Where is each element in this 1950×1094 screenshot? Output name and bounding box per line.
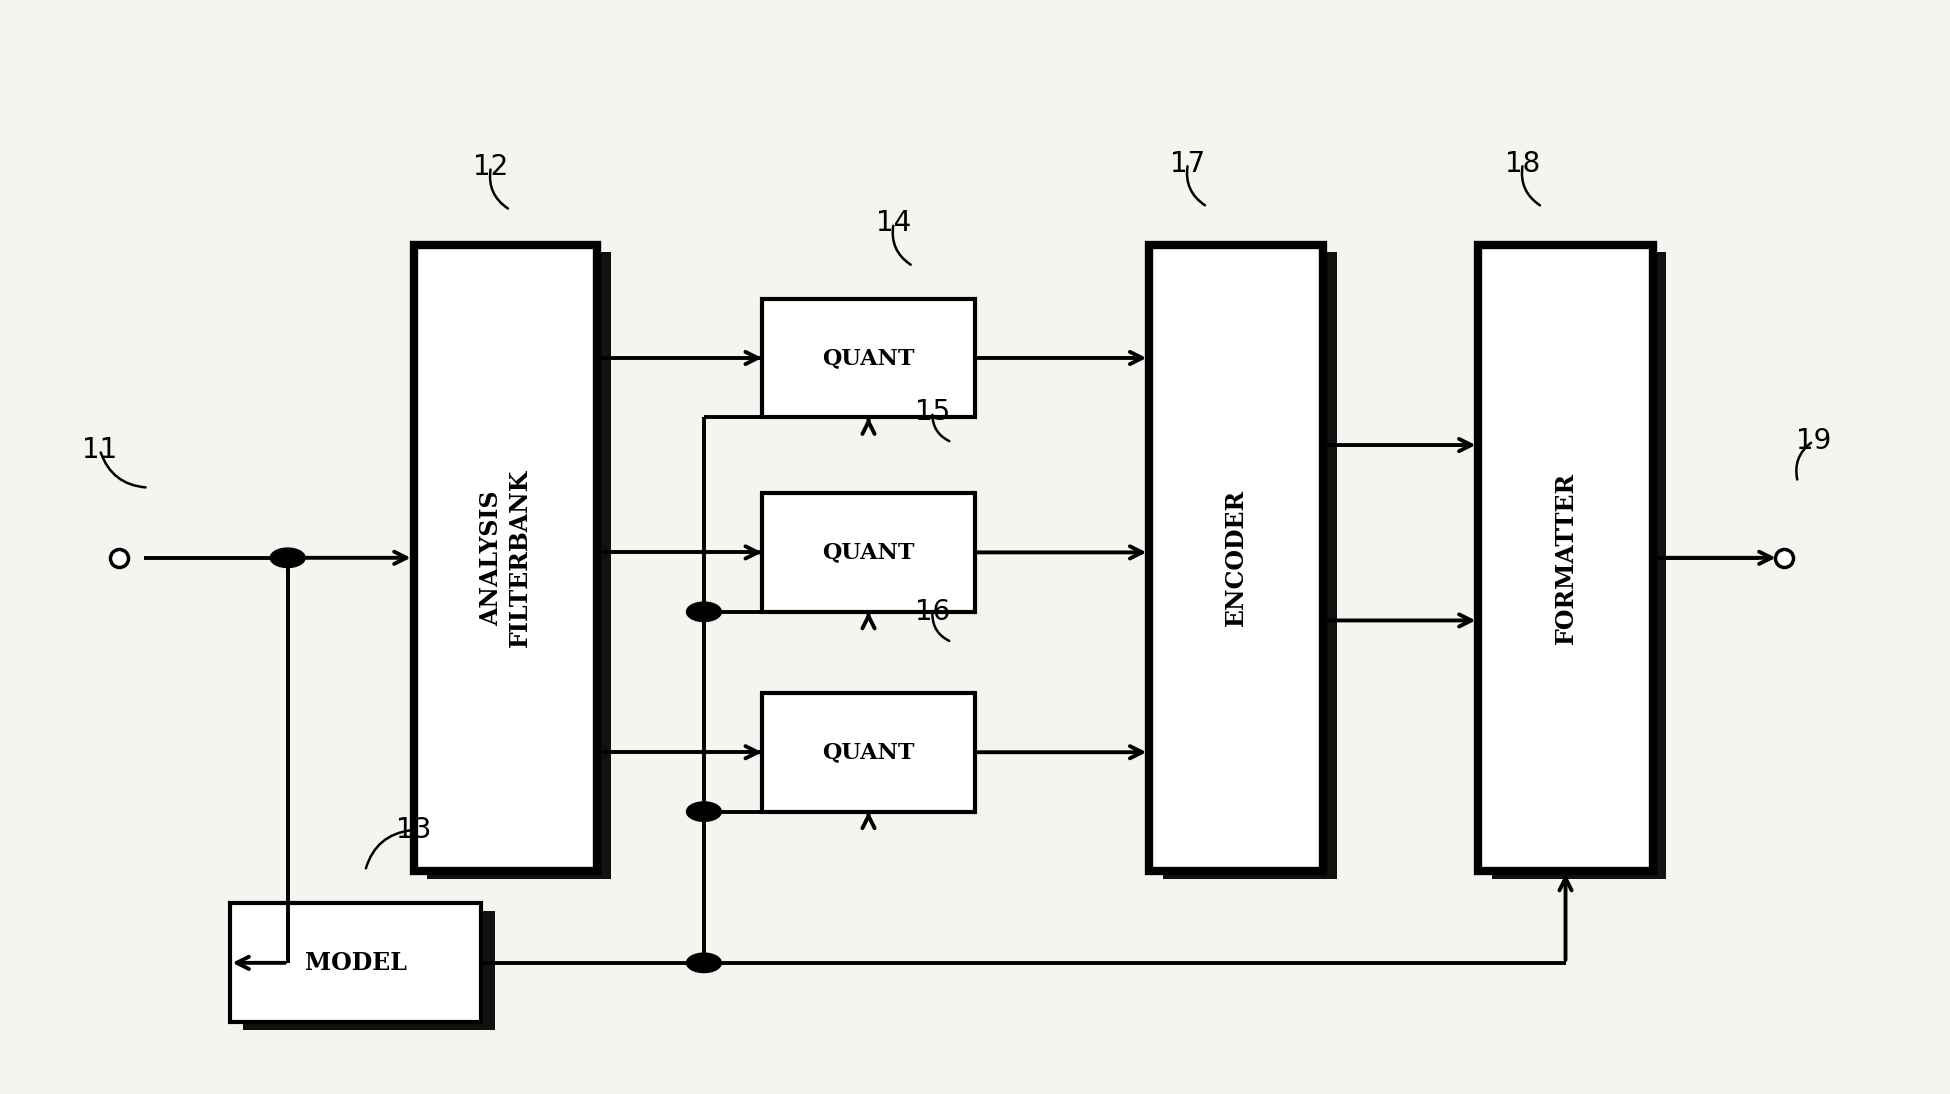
Bar [244,911,495,1029]
Bar [762,493,975,612]
Bar [762,299,975,418]
Circle shape [686,802,722,822]
Text: ENCODER: ENCODER [1225,489,1248,627]
Text: FORMATTER: FORMATTER [1554,472,1578,644]
Text: 13: 13 [396,816,431,843]
Bar [1492,252,1665,878]
Text: 14: 14 [876,209,911,237]
Circle shape [686,602,722,621]
Bar [1478,245,1654,871]
Text: QUANT: QUANT [823,347,915,369]
Text: 19: 19 [1796,427,1831,455]
Bar [1162,252,1338,878]
Circle shape [686,953,722,973]
Circle shape [271,548,304,568]
Text: 12: 12 [474,153,509,181]
Bar [427,252,610,878]
Text: ANALYSIS
FILTERBANK: ANALYSIS FILTERBANK [480,468,532,647]
Text: 15: 15 [915,398,950,426]
Text: QUANT: QUANT [823,542,915,563]
Text: QUANT: QUANT [823,742,915,764]
Text: 11: 11 [82,435,117,464]
Bar [230,904,482,1022]
Text: 17: 17 [1170,150,1205,177]
Bar [762,693,975,812]
Bar [1149,245,1324,871]
Text: 18: 18 [1505,150,1541,177]
Bar [413,245,597,871]
Text: 16: 16 [915,597,950,626]
Text: MODEL: MODEL [304,951,406,975]
